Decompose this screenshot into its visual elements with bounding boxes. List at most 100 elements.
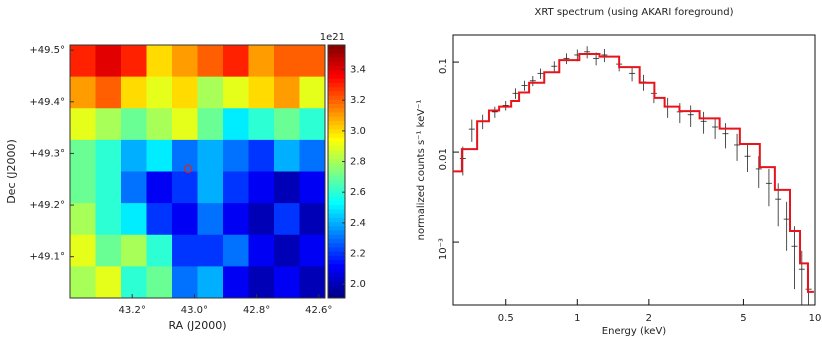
heatmap-cell [198, 77, 224, 109]
heatmap-cell [172, 108, 198, 140]
plot-frame [453, 35, 815, 305]
colorbar-band [328, 104, 345, 109]
heatmap-cell [198, 266, 224, 298]
x-axis-label: RA (J2000) [168, 319, 226, 332]
y-tick-label: +49.4° [29, 97, 65, 108]
heatmap-cell [274, 77, 300, 109]
colorbar-tick-label: 3.0 [350, 126, 366, 137]
heatmap-cell [70, 77, 96, 109]
heatmap-cell [300, 235, 326, 267]
heatmap-cell [147, 108, 173, 140]
colorbar-band [328, 58, 345, 63]
y-tick-label: 0.01 [438, 148, 449, 170]
colorbar-band [328, 138, 345, 143]
x-tick-label: 1 [574, 313, 580, 324]
heatmap-cell [198, 172, 224, 204]
heatmap-cell [121, 45, 147, 77]
model-line [453, 54, 814, 292]
heatmap-cell [147, 45, 173, 77]
colorbar-band [328, 260, 345, 265]
colorbar-tick-label: 2.2 [350, 249, 366, 260]
colorbar-band [328, 231, 345, 236]
heatmap-cell [70, 108, 96, 140]
heatmap-cell [70, 140, 96, 172]
heatmap-cell [121, 203, 147, 235]
colorbar-band [328, 256, 345, 261]
heatmap-cell [274, 45, 300, 77]
heatmap-cell [70, 172, 96, 204]
heatmap-cell [223, 140, 249, 172]
heatmap-cell [147, 77, 173, 109]
heatmap-cell [223, 77, 249, 109]
colorbar-band [328, 125, 345, 130]
y-tick-label: +49.2° [29, 200, 65, 211]
heatmap-cell [96, 172, 122, 204]
colorbar-band [328, 66, 345, 71]
heatmap-cell [223, 235, 249, 267]
heatmap-cell [300, 172, 326, 204]
colorbar-band [328, 218, 345, 223]
heatmap-cell [249, 140, 275, 172]
colorbar-band [328, 285, 345, 290]
colorbar-band [328, 268, 345, 273]
colorbar-tick-label: 2.0 [350, 279, 366, 290]
colorbar-band [328, 197, 345, 202]
heatmap-cell [147, 203, 173, 235]
colorbar-band [328, 117, 345, 122]
heatmap-cell [121, 266, 147, 298]
colorbar-tick-label: 2.6 [350, 187, 366, 198]
heatmap-cell [274, 266, 300, 298]
colorbar-band [328, 53, 345, 58]
colorbar-band [328, 70, 345, 75]
heatmap-cell [96, 203, 122, 235]
heatmap-cell [172, 45, 198, 77]
heatmap-cell [172, 235, 198, 267]
colorbar-tick-label: 2.8 [350, 157, 366, 168]
colorbar-band [328, 281, 345, 286]
colorbar-band [328, 155, 345, 160]
colorbar-band [328, 49, 345, 54]
heatmap-cell [172, 266, 198, 298]
heatmap-cell [249, 77, 275, 109]
heatmap-cell [198, 140, 224, 172]
heatmap-cell [172, 77, 198, 109]
colorbar-band [328, 205, 345, 210]
heatmap-cell [172, 172, 198, 204]
colorbar-band [328, 226, 345, 231]
colorbar-band [328, 290, 345, 295]
colorbar-band [328, 75, 345, 80]
colorbar-band [328, 146, 345, 151]
heatmap-cell [96, 108, 122, 140]
colorbar-band [328, 176, 345, 181]
heatmap-cell [70, 266, 96, 298]
colorbar-band [328, 62, 345, 67]
colorbar-band [328, 209, 345, 214]
heatmap-cell [198, 235, 224, 267]
colorbar-band [328, 91, 345, 96]
colorbar-band [328, 239, 345, 244]
heatmap-cell [300, 140, 326, 172]
colorbar-band [328, 264, 345, 269]
heatmap-cell [96, 45, 122, 77]
colorbar-band [328, 45, 345, 50]
heatmap-cell [121, 77, 147, 109]
y-tick-label: 10⁻³ [438, 238, 449, 260]
y-tick-label: +49.5° [29, 45, 65, 56]
heatmap-cell [121, 235, 147, 267]
heatmap-cell [249, 45, 275, 77]
heatmap-cell [198, 45, 224, 77]
colorbar-band [328, 83, 345, 88]
colorbar-offset: 1e21 [320, 32, 345, 43]
heatmap-cell [249, 172, 275, 204]
heatmap-cell [172, 203, 198, 235]
heatmap-cell [300, 266, 326, 298]
heatmap-cell [96, 140, 122, 172]
heatmap-cell [147, 172, 173, 204]
heatmap-cell [274, 140, 300, 172]
colorbar-tick-label: 3.4 [350, 65, 366, 76]
colorbar-band [328, 129, 345, 134]
y-tick-label: +49.1° [29, 252, 65, 263]
heatmap-cell [300, 108, 326, 140]
colorbar-band [328, 235, 345, 240]
heatmap-cell [223, 266, 249, 298]
